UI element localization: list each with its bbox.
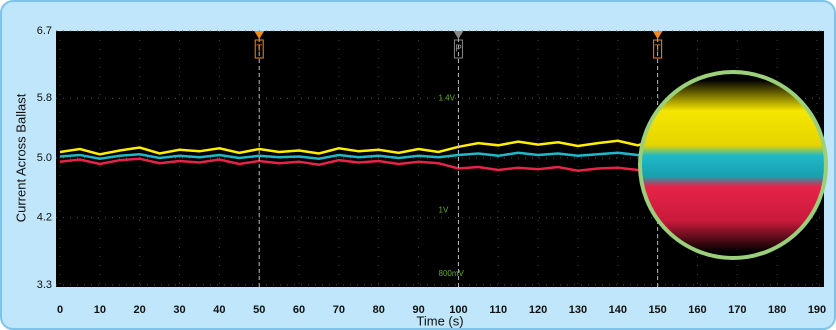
x-tick-label: 130	[569, 304, 587, 316]
x-tick-label: 160	[688, 304, 706, 316]
x-tick-label: 60	[293, 304, 305, 316]
scope-label: 1.4V	[439, 93, 456, 102]
y-tick-label: 6.7	[37, 25, 52, 37]
x-tick-label: 110	[489, 304, 507, 316]
marker-label: P	[455, 44, 462, 55]
x-tick-label: 30	[173, 304, 185, 316]
x-tick-label: 150	[648, 304, 666, 316]
x-tick-label: 90	[412, 304, 424, 316]
y-tick-label: 5.8	[37, 92, 52, 104]
chart: Current Across Ballast Time (s) 3.34.25.…	[0, 0, 836, 330]
zoom-lens	[640, 72, 826, 258]
x-tick-label: 120	[529, 304, 547, 316]
x-tick-label: 80	[373, 304, 385, 316]
x-tick-label: 50	[253, 304, 265, 316]
marker-label: T	[256, 44, 262, 55]
scope-label: 1V	[439, 205, 449, 214]
marker-label: T	[655, 44, 661, 55]
y-tick-label: 4.2	[37, 212, 52, 224]
x-tick-label: 190	[808, 304, 826, 316]
x-tick-label: 180	[768, 304, 786, 316]
x-tick-label: 10	[94, 304, 106, 316]
x-tick-label: 170	[728, 304, 746, 316]
x-tick-label: 40	[213, 304, 225, 316]
y-axis-label: Current Across Ballast	[13, 93, 28, 222]
y-tick-label: 5.0	[37, 152, 52, 164]
x-tick-label: 0	[57, 304, 63, 316]
y-tick-label: 3.3	[37, 279, 52, 291]
x-tick-label: 140	[609, 304, 627, 316]
x-tick-label: 70	[333, 304, 345, 316]
x-tick-label: 20	[134, 304, 146, 316]
x-tick-label: 100	[449, 304, 467, 316]
scope-label: 800mV	[439, 269, 465, 278]
